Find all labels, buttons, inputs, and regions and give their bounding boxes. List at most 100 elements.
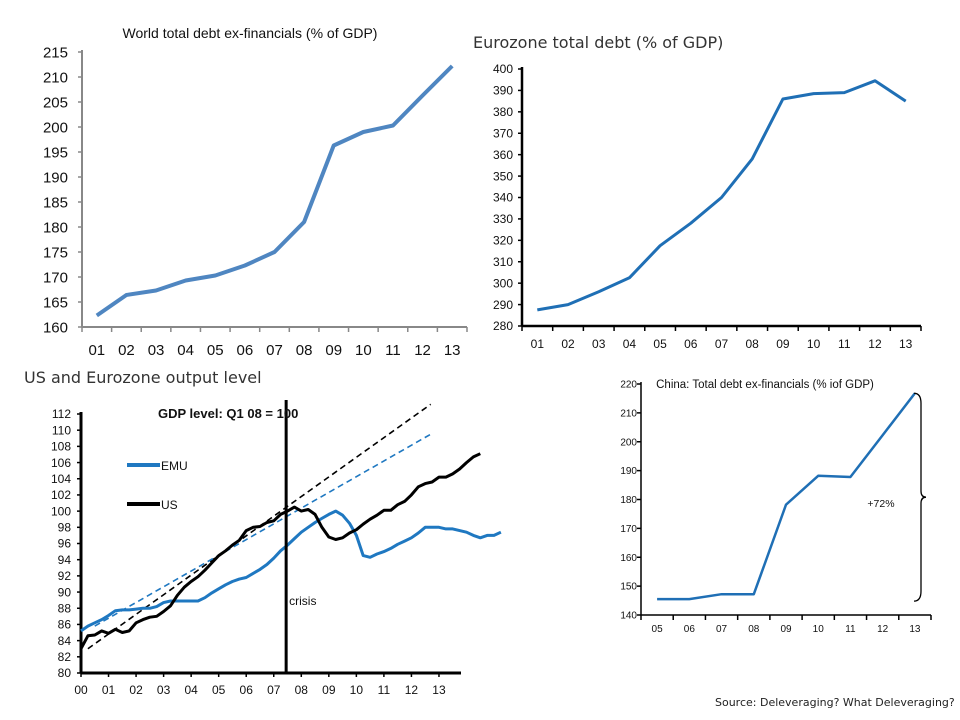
y-tick-label: 320	[493, 234, 513, 248]
x-tick-label: 06	[240, 683, 254, 697]
x-tick-label: 02	[561, 337, 575, 351]
x-tick-label: 10	[350, 683, 364, 697]
x-tick-label: 04	[177, 342, 194, 359]
y-tick-label: 400	[493, 62, 513, 76]
x-tick-label: 01	[531, 337, 545, 351]
y-tick-label: 98	[58, 521, 72, 535]
y-tick-label: 195	[43, 144, 68, 161]
x-tick-label: 00	[74, 683, 88, 697]
x-tick-label: 09	[322, 683, 336, 697]
x-tick-label: 12	[868, 337, 882, 351]
x-tick-label: 11	[378, 683, 391, 697]
x-tick-label: 04	[623, 337, 637, 351]
x-tick-label: 03	[157, 683, 171, 697]
chart-title: US and Eurozone output level	[24, 368, 262, 387]
crisis-label: crisis	[289, 594, 316, 608]
x-tick-label: 07	[715, 337, 729, 351]
x-tick-label: 03	[148, 342, 165, 359]
x-tick-label: 01	[102, 683, 116, 697]
x-tick-label: 10	[813, 624, 825, 635]
series-line-eurozone	[537, 79, 907, 312]
chart-china: China: Total debt ex-financials (% iof G…	[620, 379, 932, 635]
x-tick-label: 08	[295, 683, 309, 697]
x-tick-label: 11	[838, 337, 851, 351]
y-tick-label: 380	[493, 105, 513, 119]
y-tick-label: 92	[58, 569, 72, 583]
source-caption: Source: Deleveraging? What Deleveraging?	[715, 696, 955, 709]
y-tick-label: 170	[43, 269, 68, 286]
y-tick-label: 190	[620, 466, 637, 477]
x-tick-label: 13	[444, 342, 461, 359]
y-tick-label: 290	[493, 298, 513, 312]
chart-title: World total debt ex-financials (% of GDP…	[123, 25, 378, 41]
growth-annotation: +72%	[867, 498, 894, 510]
y-tick-label: 215	[43, 44, 68, 61]
trend-line-emu-trend	[94, 433, 432, 627]
x-tick-label: 13	[432, 683, 446, 697]
y-tick-label: 150	[620, 582, 637, 593]
x-tick-label: 12	[414, 342, 431, 359]
x-tick-label: 04	[184, 683, 198, 697]
legend: EMU US	[127, 459, 188, 512]
x-tick-label: 07	[267, 683, 281, 697]
legend-label-us: US	[161, 498, 178, 512]
y-tick-label: 220	[620, 380, 637, 391]
y-tick-label: 80	[58, 666, 72, 680]
y-tick-label: 160	[620, 553, 637, 564]
x-tick-label: 12	[405, 683, 419, 697]
x-tick-label: 10	[807, 337, 821, 351]
chart-eurozone: Eurozone total debt (% of GDP) 280 290 300 3…	[473, 33, 922, 351]
x-tick-label: 12	[877, 624, 889, 635]
x-tick-label: 13	[909, 624, 921, 635]
y-tick-label: 330	[493, 212, 513, 226]
y-tick-label: 140	[620, 611, 637, 622]
x-tick-label: 08	[746, 337, 760, 351]
x-tick-label: 07	[266, 342, 283, 359]
series-line-us	[79, 452, 481, 650]
series-line-emu	[80, 509, 502, 633]
chart-title: Eurozone total debt (% of GDP)	[473, 33, 723, 52]
y-tick-label: 200	[620, 437, 637, 448]
y-tick-label: 200	[43, 119, 68, 136]
y-tick-label: 102	[51, 488, 71, 502]
x-tick-label: 08	[748, 624, 760, 635]
x-tick-label: 05	[653, 337, 667, 351]
legend-label-emu: EMU	[161, 459, 188, 473]
y-tick-label: 180	[620, 495, 637, 506]
x-tick-label: 03	[592, 337, 606, 351]
x-tick-label: 02	[118, 342, 135, 359]
x-tick-label: 09	[325, 342, 342, 359]
y-tick-label: 340	[493, 191, 513, 205]
x-tick-label: 02	[129, 683, 143, 697]
y-tick-label: 100	[51, 504, 71, 518]
y-tick-label: 175	[43, 244, 68, 261]
y-tick-label: 300	[493, 276, 513, 290]
x-tick-label: 10	[355, 342, 372, 359]
y-tick-label: 280	[493, 319, 513, 333]
chart-title: China: Total debt ex-financials (% iof G…	[656, 379, 874, 391]
y-tick-label: 88	[58, 601, 72, 615]
y-tick-label: 370	[493, 126, 513, 140]
y-tick-label: 185	[43, 194, 68, 211]
x-tick-label: 06	[684, 624, 696, 635]
y-tick-label: 350	[493, 169, 513, 183]
y-tick-label: 160	[43, 319, 68, 336]
x-tick-label: 06	[237, 342, 254, 359]
x-tick-label: 01	[88, 342, 105, 359]
y-tick-label: 82	[58, 650, 72, 664]
series-line-world	[95, 64, 454, 318]
series-line-china	[657, 392, 916, 601]
y-tick-label: 360	[493, 148, 513, 162]
y-tick-label: 110	[52, 423, 71, 437]
y-tick-label: 96	[58, 537, 72, 551]
x-tick-label: 11	[385, 342, 401, 359]
y-tick-label: 210	[620, 408, 637, 419]
y-tick-label: 310	[493, 255, 513, 269]
y-tick-label: 86	[58, 618, 72, 632]
x-tick-label: 07	[716, 624, 728, 635]
x-tick-label: 11	[845, 624, 856, 635]
y-tick-label: 210	[43, 69, 68, 86]
x-tick-label: 06	[684, 337, 698, 351]
x-tick-label: 13	[899, 337, 913, 351]
